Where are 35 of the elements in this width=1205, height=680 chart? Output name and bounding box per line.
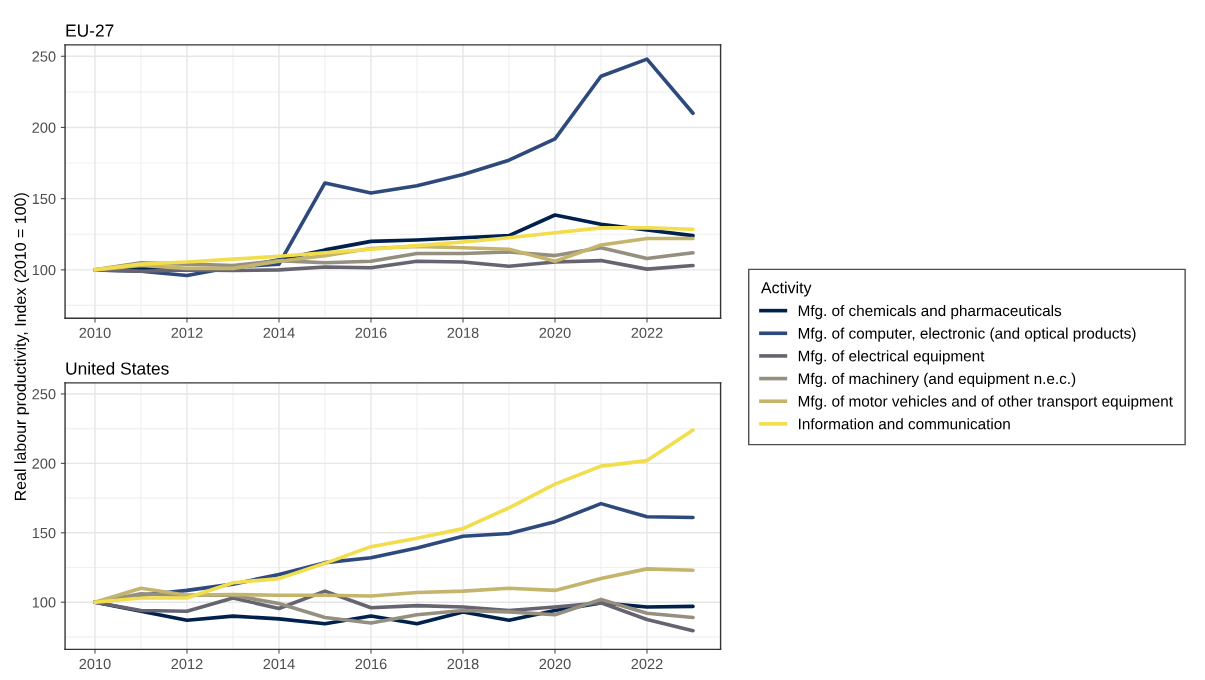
legend-title: Activity	[760, 281, 812, 297]
legend-label: Mfg. of electrical equipment	[798, 350, 985, 365]
x-tick-label: 2022	[631, 327, 663, 338]
line-series	[93, 428, 695, 605]
y-tick-label: 250	[32, 389, 56, 400]
chart-title: EU-27	[66, 24, 114, 37]
legend-label: Information and communication	[799, 418, 1010, 430]
y-axis-title: Real labour productivity, Index (2010 = 100)	[14, 193, 30, 501]
x-tick-label: 2014	[263, 658, 295, 670]
x-tick-label: 2020	[539, 658, 571, 670]
y-tick-label: 100	[32, 597, 56, 608]
y-tick-label: 150	[32, 527, 56, 539]
legend-label: Mfg. of computer, electronic (and optical products)	[798, 327, 1136, 342]
x-tick-label: 2012	[171, 658, 203, 670]
x-tick-label: 2018	[447, 658, 479, 670]
x-tick-label: 2016	[355, 658, 387, 670]
y-tick-label: 200	[32, 122, 56, 133]
chart-title: United States	[66, 361, 169, 375]
y-tick-label: 200	[32, 458, 56, 469]
x-tick-label: 2016	[355, 327, 387, 338]
x-tick-label: 2022	[631, 658, 663, 670]
y-tick-label: 150	[32, 193, 56, 205]
legend-label: Mfg. of motor vehicles and of other transport equipment	[798, 395, 1173, 410]
legend-label: Mfg. of machinery (and equipment n.e.c.)	[798, 372, 1076, 388]
x-tick-label: 2010	[79, 658, 111, 670]
y-tick-label: 100	[32, 264, 56, 276]
line-series	[93, 226, 695, 272]
x-tick-label: 2018	[447, 327, 479, 338]
x-tick-label: 2012	[171, 327, 203, 338]
x-tick-label: 2010	[79, 327, 111, 338]
line-series	[93, 258, 695, 274]
x-tick-label: 2020	[539, 327, 571, 338]
y-tick-label: 250	[32, 51, 56, 62]
x-tick-label: 2014	[263, 327, 295, 338]
legend-label: Mfg. of chemicals and pharmaceuticals	[798, 304, 1062, 320]
